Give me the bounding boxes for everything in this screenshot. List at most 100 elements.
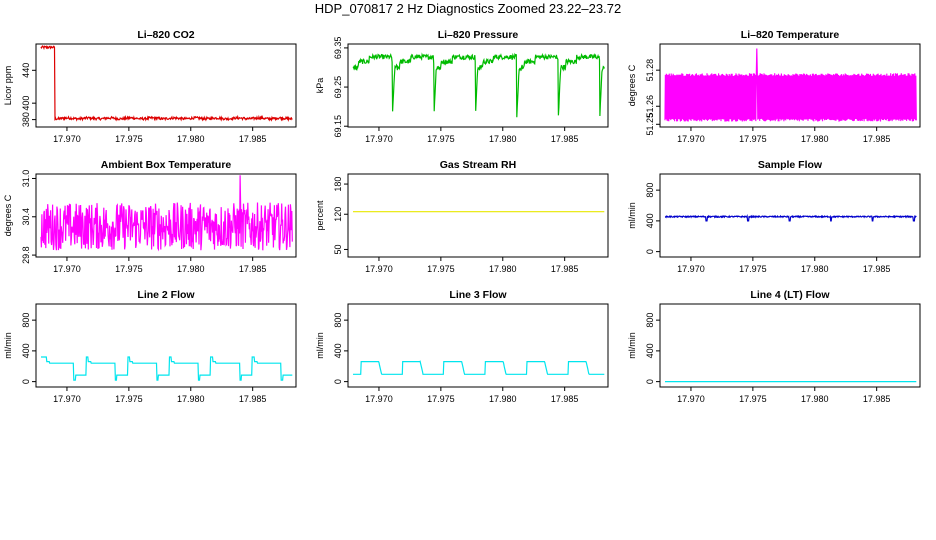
panel-ambient-box-temperature: Ambient Box Temperature 17.970 17.975 17.98… bbox=[3, 159, 297, 274]
li820-temperature-frame bbox=[659, 43, 921, 128]
li820-pressure-xtick-label: 17.970 bbox=[365, 134, 393, 144]
panel-line4-flow: Line 4 (LT) Flow 17.970 17.975 17.980 17.985… bbox=[627, 289, 921, 404]
line2-flow-ytick-label: 800 bbox=[21, 313, 31, 328]
line2-flow-xtick-label: 17.985 bbox=[239, 394, 267, 404]
gas-stream-rh-ytick-label: 180 bbox=[333, 177, 343, 192]
line3-flow-ytick-label: 800 bbox=[333, 313, 343, 328]
line4-flow-frame bbox=[659, 303, 921, 388]
gas-stream-rh-ytick-label: 50 bbox=[333, 244, 343, 254]
gas-stream-rh-ylabel: percent bbox=[315, 200, 325, 231]
line4-flow-xtick-label: 17.980 bbox=[801, 394, 829, 404]
sample-flow-xtick-label: 17.975 bbox=[739, 264, 767, 274]
ambient-box-temperature-xtick-label: 17.980 bbox=[177, 264, 205, 274]
panel-line3-flow: Line 3 Flow 17.970 17.975 17.980 17.985 0 400 8… bbox=[315, 289, 609, 404]
panel-sample-flow: Sample Flow 17.970 17.975 17.980 17.985 0 400 8… bbox=[627, 159, 921, 274]
line2-flow-series bbox=[41, 356, 293, 381]
line4-flow-ytick-label: 0 bbox=[645, 379, 655, 384]
li820-co2-ytick-label: 380 bbox=[21, 112, 31, 127]
panel-line2-flow: Line 2 Flow 17.970 17.975 17.980 17.985 0 400 8… bbox=[3, 289, 297, 404]
line4-flow-xtick-label: 17.970 bbox=[677, 394, 705, 404]
li820-co2-xtick-label: 17.980 bbox=[177, 134, 205, 144]
line3-flow-title: Line 3 Flow bbox=[449, 289, 507, 301]
sample-flow-title: Sample Flow bbox=[758, 159, 823, 171]
li820-co2-ytick-label: 400 bbox=[21, 96, 31, 111]
li820-temperature-ytick-label: 51.26 bbox=[645, 95, 655, 118]
line3-flow-xtick-label: 17.985 bbox=[551, 394, 579, 404]
li820-co2-xtick-label: 17.975 bbox=[115, 134, 143, 144]
li820-pressure-ylabel: kPa bbox=[315, 78, 325, 94]
line4-flow-ytick-label: 400 bbox=[645, 343, 655, 358]
gas-stream-rh-xtick-label: 17.985 bbox=[551, 264, 579, 274]
line3-flow-frame bbox=[347, 303, 609, 388]
line3-flow-xtick-label: 17.970 bbox=[365, 394, 393, 404]
li820-pressure-ytick-label: 69.25 bbox=[333, 76, 343, 99]
li820-pressure-xtick-label: 17.985 bbox=[551, 134, 579, 144]
line4-flow-xtick-label: 17.975 bbox=[739, 394, 767, 404]
li820-pressure-ytick-label: 69.35 bbox=[333, 37, 343, 60]
li820-temperature-xtick-label: 17.975 bbox=[739, 134, 767, 144]
ambient-box-temperature-title: Ambient Box Temperature bbox=[101, 159, 232, 171]
panel-li820-pressure: Li–820 Pressure 17.970 17.975 17.980 17.985 6… bbox=[315, 29, 609, 144]
line2-flow-title: Line 2 Flow bbox=[137, 289, 195, 301]
sample-flow-series bbox=[664, 213, 917, 222]
li820-temperature-title: Li–820 Temperature bbox=[741, 29, 840, 41]
line2-flow-frame bbox=[35, 303, 297, 388]
sample-flow-ylabel: ml/min bbox=[627, 202, 637, 229]
sample-flow-xtick-label: 17.980 bbox=[801, 264, 829, 274]
sample-flow-frame bbox=[659, 173, 921, 258]
gas-stream-rh-title: Gas Stream RH bbox=[440, 159, 516, 171]
sample-flow-ytick-label: 800 bbox=[645, 183, 655, 198]
ambient-box-temperature-ylabel: degrees C bbox=[3, 194, 13, 236]
li820-temperature-xtick-label: 17.980 bbox=[801, 134, 829, 144]
li820-temperature-ylabel: degrees C bbox=[627, 64, 637, 106]
line3-flow-ytick-label: 400 bbox=[333, 343, 343, 358]
line3-flow-ylabel: ml/min bbox=[315, 332, 325, 359]
li820-co2-ytick-label: 440 bbox=[21, 63, 31, 78]
gas-stream-rh-xtick-label: 17.970 bbox=[365, 264, 393, 274]
line2-flow-xtick-label: 17.975 bbox=[115, 394, 143, 404]
line2-flow-ytick-label: 0 bbox=[21, 379, 31, 384]
sample-flow-xtick-label: 17.970 bbox=[677, 264, 705, 274]
ambient-box-temperature-ytick-label: 29.8 bbox=[21, 246, 31, 264]
line4-flow-title: Line 4 (LT) Flow bbox=[750, 289, 830, 301]
ambient-box-temperature-ytick-label: 31.0 bbox=[21, 170, 31, 188]
panel-gas-stream-rh: Gas Stream RH 17.970 17.975 17.980 17.985 50 1… bbox=[315, 159, 609, 274]
li820-co2-ylabel: Licor ppm bbox=[3, 66, 13, 106]
ambient-box-temperature-xtick-label: 17.985 bbox=[239, 264, 267, 274]
ambient-box-temperature-series bbox=[40, 175, 293, 252]
gas-stream-rh-frame bbox=[347, 173, 609, 258]
li820-pressure-ytick-label: 69.15 bbox=[333, 115, 343, 138]
line2-flow-ylabel: ml/min bbox=[3, 332, 13, 359]
line4-flow-ylabel: ml/min bbox=[627, 332, 637, 359]
line2-flow-ytick-label: 400 bbox=[21, 343, 31, 358]
line3-flow-xtick-label: 17.980 bbox=[489, 394, 517, 404]
li820-co2-series bbox=[40, 44, 293, 122]
panel-li820-co2: Li–820 CO2 17.970 17.975 17.980 17.985 380400… bbox=[3, 29, 297, 144]
li820-temperature-series bbox=[664, 48, 917, 122]
sample-flow-ytick-label: 400 bbox=[645, 213, 655, 228]
li820-pressure-frame bbox=[347, 43, 609, 128]
li820-pressure-xtick-label: 17.975 bbox=[427, 134, 455, 144]
li820-temperature-ytick-label: 51.25 bbox=[645, 113, 655, 136]
line3-flow-ytick-label: 0 bbox=[333, 379, 343, 384]
li820-co2-xtick-label: 17.970 bbox=[53, 134, 81, 144]
line4-flow-ytick-label: 800 bbox=[645, 313, 655, 328]
line3-flow-xtick-label: 17.975 bbox=[427, 394, 455, 404]
li820-temperature-xtick-label: 17.985 bbox=[863, 134, 891, 144]
li820-pressure-title: Li–820 Pressure bbox=[438, 29, 519, 41]
line3-flow-series bbox=[353, 360, 605, 375]
ambient-box-temperature-ytick-label: 30.4 bbox=[21, 208, 31, 226]
sample-flow-xtick-label: 17.985 bbox=[863, 264, 891, 274]
line2-flow-xtick-label: 17.980 bbox=[177, 394, 205, 404]
line4-flow-xtick-label: 17.985 bbox=[863, 394, 891, 404]
ambient-box-temperature-frame bbox=[35, 173, 297, 258]
panel-li820-temperature: Li–820 Temperature 17.970 17.975 17.980 17.9… bbox=[627, 29, 921, 144]
li820-pressure-xtick-label: 17.980 bbox=[489, 134, 517, 144]
gas-stream-rh-xtick-label: 17.980 bbox=[489, 264, 517, 274]
li820-co2-frame bbox=[35, 43, 297, 128]
li820-temperature-xtick-label: 17.970 bbox=[677, 134, 705, 144]
ambient-box-temperature-xtick-label: 17.975 bbox=[115, 264, 143, 274]
li820-co2-title: Li–820 CO2 bbox=[137, 29, 194, 41]
li820-pressure-series bbox=[352, 52, 605, 118]
